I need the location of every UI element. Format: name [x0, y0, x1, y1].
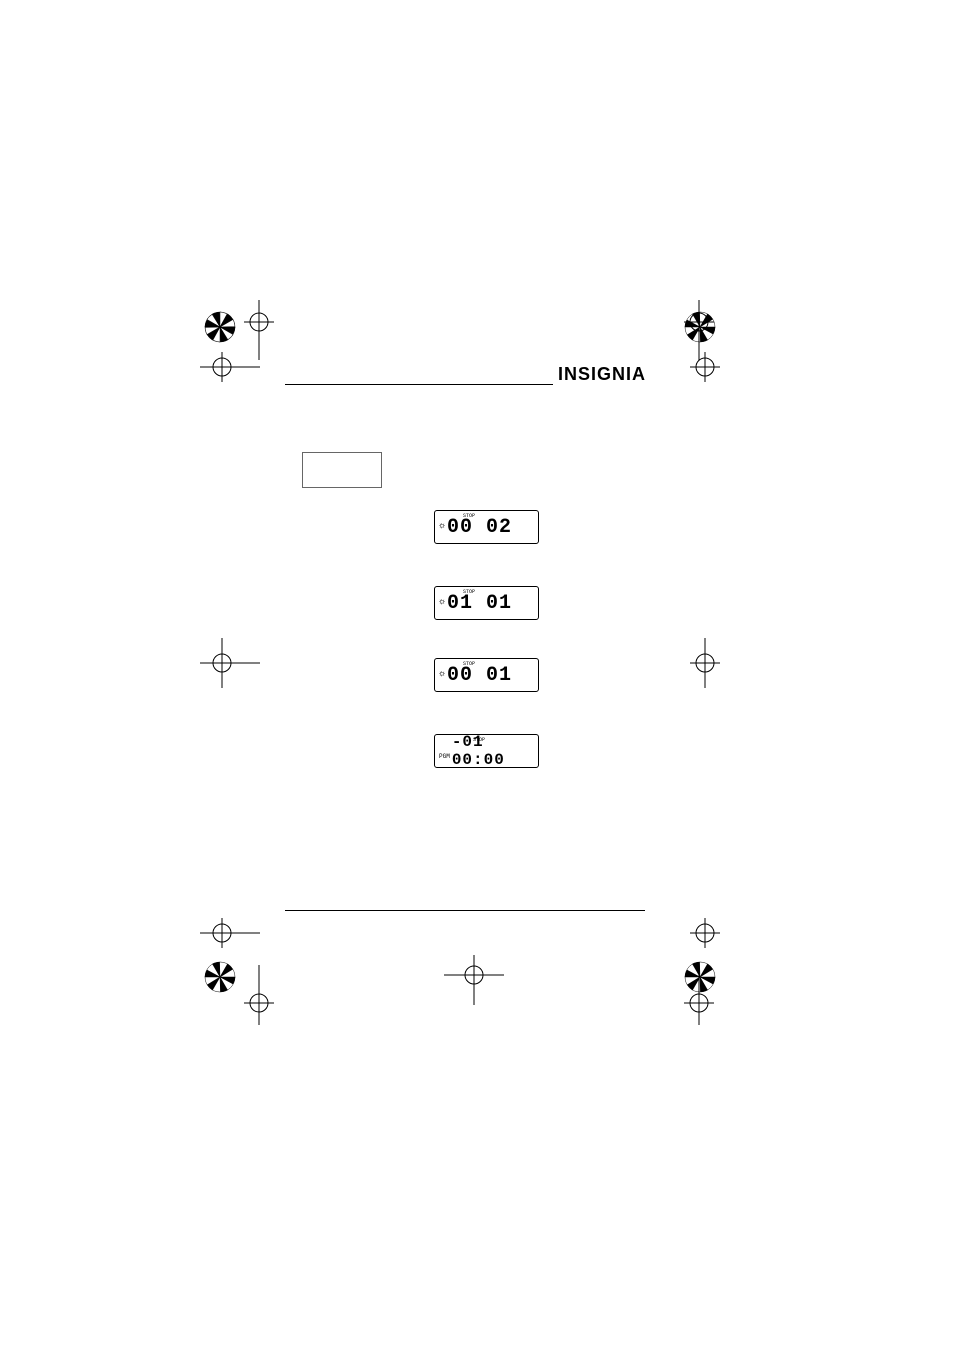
- lcd-display-3: ☼ STOP 00 01: [434, 658, 539, 692]
- print-crosshair-icon: [244, 300, 294, 360]
- brand-text: INSIGNIA: [558, 364, 646, 384]
- print-crosshair-icon: [664, 965, 714, 1025]
- print-crosshair-icon: [664, 300, 714, 360]
- print-crosshair-icon: [244, 965, 294, 1025]
- lcd-segments: 01 01: [447, 592, 512, 615]
- lcd-indicator: STOP: [473, 737, 485, 743]
- print-crosshair-icon: [200, 918, 260, 968]
- lcd-segments: 00 02: [447, 516, 512, 539]
- lcd-segments: 00 01: [447, 664, 512, 687]
- sun-icon: ☼: [439, 522, 445, 532]
- header-rule: [285, 384, 553, 385]
- print-registration-radial-icon: [203, 310, 237, 344]
- sun-icon: ☼: [439, 598, 445, 608]
- lcd-indicator: STOP: [463, 589, 475, 595]
- print-crosshair-icon: [444, 955, 504, 1005]
- print-crosshair-icon: [690, 918, 750, 968]
- lcd-segments: -01 00:00: [452, 734, 538, 768]
- print-crosshair-icon: [690, 638, 750, 688]
- lcd-display-4: PGM STOP -01 00:00: [434, 734, 539, 768]
- lcd-indicator: STOP: [463, 513, 475, 519]
- sun-icon: ☼: [439, 670, 445, 680]
- footer-rule: [285, 910, 645, 911]
- print-crosshair-icon: [690, 352, 750, 402]
- manual-page: INSIGNIA ☼ STOP 00 02 ☼ STOP 01 01 ☼ STO…: [0, 0, 954, 1351]
- print-crosshair-icon: [200, 638, 260, 688]
- lcd-display-2: ☼ STOP 01 01: [434, 586, 539, 620]
- lcd-indicator: STOP: [463, 661, 475, 667]
- lcd-display-1: ☼ STOP 00 02: [434, 510, 539, 544]
- callout-box: [302, 452, 382, 488]
- pgm-label: PGM: [439, 753, 450, 760]
- brand-logo: INSIGNIA: [558, 364, 646, 385]
- print-crosshair-icon: [200, 352, 260, 402]
